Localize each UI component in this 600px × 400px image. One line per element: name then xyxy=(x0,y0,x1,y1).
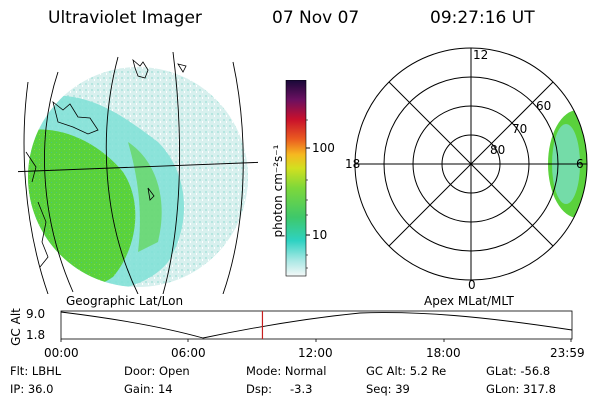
timeline-y-bottom: 1.8 xyxy=(26,328,46,342)
colorbar xyxy=(285,80,310,277)
ip-info: IP: 36.0 xyxy=(10,382,54,396)
door-info: Door: Open xyxy=(124,364,190,378)
instrument-title: Ultraviolet Imager xyxy=(48,8,202,28)
colorbar-tick-10: 10 xyxy=(312,228,328,242)
mlt-label-0: 0 xyxy=(468,278,476,292)
auroral-emission xyxy=(28,67,248,287)
gc-alt-info: GC Alt: 5.2 Re xyxy=(366,364,447,378)
mlat-label-60: 60 xyxy=(536,99,551,113)
polar-plot: 12 18 6 0 60 70 80 xyxy=(345,47,588,292)
dsp-value: -3.3 xyxy=(290,382,313,396)
timeline-tick-0000: 00:00 xyxy=(44,346,79,360)
polar-grid xyxy=(354,47,588,281)
filter-info: Flt: LBHL xyxy=(10,364,62,378)
seq-info: Seq: 39 xyxy=(366,382,410,396)
mlat-label-80: 80 xyxy=(490,143,505,157)
mode-info: Mode: Normal xyxy=(246,364,327,378)
left-panel-label: Geographic Lat/Lon xyxy=(66,294,184,308)
gain-info: Gain: 14 xyxy=(124,382,173,396)
colorbar-tick-100: 100 xyxy=(312,141,335,155)
mlt-label-18: 18 xyxy=(345,157,360,171)
timeline-axis-label: GC Alt xyxy=(9,308,23,346)
image-date: 07 Nov 07 xyxy=(272,8,360,28)
mlat-label-70: 70 xyxy=(512,122,527,136)
timeline-tick-0600: 06:00 xyxy=(171,346,206,360)
altitude-timeline xyxy=(60,310,573,342)
timeline-tick-1800: 18:00 xyxy=(426,346,461,360)
timeline-tick-1200: 12:00 xyxy=(298,346,333,360)
timeline-y-top: 9.0 xyxy=(26,307,46,321)
coastlines xyxy=(25,58,187,268)
dsp-label: Dsp: xyxy=(246,382,273,396)
glat-info: GLat: -56.8 xyxy=(486,364,551,378)
timeline-tick-2359: 23:59 xyxy=(550,346,585,360)
image-time: 09:27:16 UT xyxy=(430,8,535,28)
colorbar-unit-label: photon cm⁻²s⁻¹ xyxy=(271,144,285,238)
geographic-image xyxy=(18,52,258,294)
right-panel-label: Apex MLat/MLT xyxy=(424,294,514,308)
altitude-curve xyxy=(60,311,573,339)
mlt-label-12: 12 xyxy=(473,48,488,62)
mlt-label-6: 6 xyxy=(576,157,584,171)
geographic-grid xyxy=(18,52,258,294)
glon-info: GLon: 317.8 xyxy=(486,382,556,396)
